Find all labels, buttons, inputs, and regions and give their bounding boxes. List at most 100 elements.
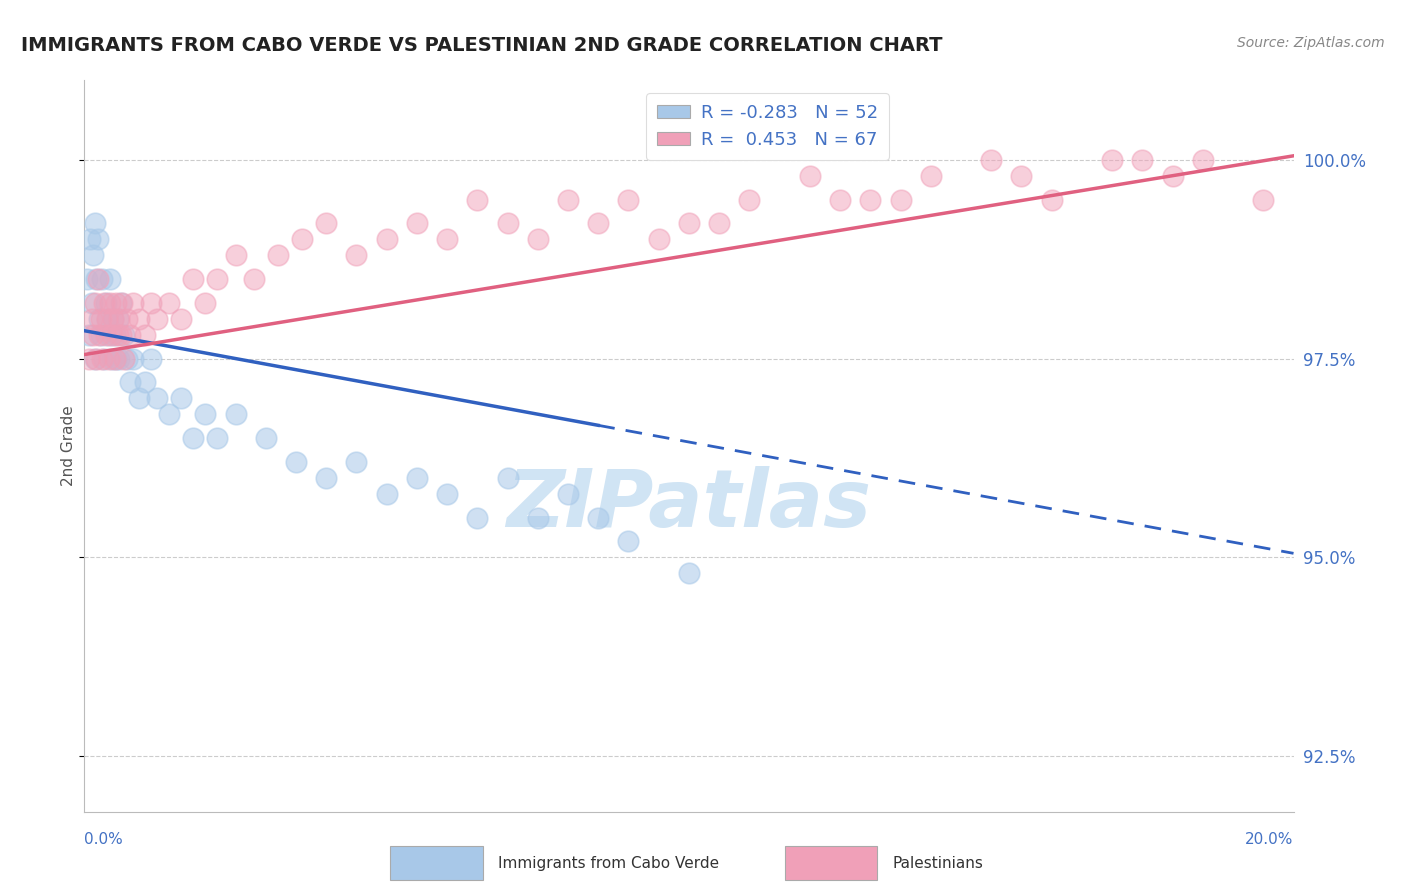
Point — [94, 327, 117, 342]
Point — [207, 272, 229, 286]
Point — [157, 407, 180, 421]
Point — [104, 351, 127, 366]
Text: 20.0%: 20.0% — [1246, 831, 1294, 847]
Point — [346, 455, 368, 469]
Point — [107, 311, 129, 326]
Point — [86, 232, 108, 246]
Text: 0.0%: 0.0% — [84, 831, 124, 847]
Point — [134, 376, 156, 390]
Point — [128, 392, 150, 406]
Point — [90, 327, 112, 342]
Point — [194, 407, 217, 421]
Point — [77, 351, 100, 366]
Point — [76, 272, 98, 286]
Point — [496, 471, 519, 485]
Point — [617, 193, 640, 207]
Point — [134, 327, 156, 342]
Legend: R = -0.283   N = 52, R =  0.453   N = 67: R = -0.283 N = 52, R = 0.453 N = 67 — [647, 93, 889, 160]
Point — [108, 351, 131, 366]
Point — [375, 232, 398, 246]
Point — [86, 272, 108, 286]
Point — [346, 248, 368, 262]
Y-axis label: 2nd Grade: 2nd Grade — [60, 406, 76, 486]
FancyBboxPatch shape — [391, 846, 484, 880]
Point — [89, 311, 111, 326]
Point — [496, 216, 519, 230]
Point — [112, 327, 135, 342]
Point — [146, 392, 169, 406]
Point — [406, 471, 429, 485]
Text: Palestinians: Palestinians — [893, 855, 984, 871]
Point — [108, 311, 131, 326]
Point — [128, 311, 150, 326]
Point — [1101, 153, 1123, 167]
Point — [139, 296, 162, 310]
Point — [80, 311, 103, 326]
Point — [91, 272, 114, 286]
Text: Immigrants from Cabo Verde: Immigrants from Cabo Verde — [499, 855, 720, 871]
Point — [1132, 153, 1154, 167]
Point — [315, 216, 337, 230]
Point — [91, 351, 114, 366]
Point — [170, 311, 193, 326]
Point — [527, 510, 550, 524]
Point — [96, 311, 118, 326]
Point — [96, 311, 118, 326]
Point — [97, 327, 120, 342]
Point — [291, 232, 314, 246]
Point — [93, 296, 115, 310]
Text: ZIPatlas: ZIPatlas — [506, 466, 872, 543]
Point — [617, 534, 640, 549]
Point — [89, 327, 111, 342]
Point — [467, 510, 489, 524]
Point — [83, 216, 105, 230]
Point — [315, 471, 337, 485]
Point — [980, 153, 1002, 167]
Point — [890, 193, 912, 207]
Point — [678, 566, 700, 581]
Point — [375, 486, 398, 500]
Point — [77, 327, 100, 342]
FancyBboxPatch shape — [785, 846, 877, 880]
Point — [104, 327, 127, 342]
Point — [1040, 193, 1063, 207]
Point — [111, 296, 134, 310]
Point — [84, 296, 107, 310]
Point — [100, 351, 122, 366]
Point — [110, 296, 132, 310]
Point — [267, 248, 290, 262]
Point — [80, 296, 103, 310]
Point — [86, 272, 108, 286]
Point — [181, 272, 204, 286]
Point — [84, 351, 107, 366]
Point — [146, 311, 169, 326]
Point — [254, 431, 277, 445]
Point — [648, 232, 671, 246]
Point — [107, 327, 129, 342]
Point — [121, 351, 143, 366]
Point — [1011, 169, 1033, 183]
Point — [859, 193, 882, 207]
Point — [112, 351, 135, 366]
Point — [678, 216, 700, 230]
Point — [121, 296, 143, 310]
Point — [94, 296, 117, 310]
Point — [98, 272, 121, 286]
Point — [181, 431, 204, 445]
Point — [557, 193, 579, 207]
Point — [1161, 169, 1184, 183]
Point — [86, 351, 108, 366]
Point — [93, 351, 115, 366]
Point — [139, 351, 162, 366]
Point — [436, 486, 458, 500]
Point — [225, 407, 247, 421]
Point — [285, 455, 308, 469]
Point — [738, 193, 761, 207]
Text: IMMIGRANTS FROM CABO VERDE VS PALESTINIAN 2ND GRADE CORRELATION CHART: IMMIGRANTS FROM CABO VERDE VS PALESTINIA… — [21, 36, 942, 54]
Point — [1253, 193, 1275, 207]
Point — [103, 311, 125, 326]
Text: Source: ZipAtlas.com: Source: ZipAtlas.com — [1237, 36, 1385, 50]
Point — [920, 169, 942, 183]
Point — [100, 327, 122, 342]
Point — [170, 392, 193, 406]
